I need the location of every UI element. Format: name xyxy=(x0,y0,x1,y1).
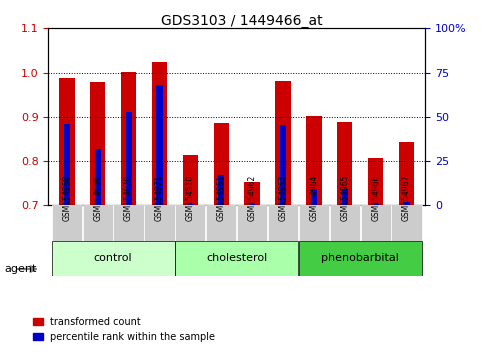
Text: GSM154961: GSM154961 xyxy=(217,175,226,221)
Text: agent: agent xyxy=(5,264,37,274)
Text: GSM154967: GSM154967 xyxy=(402,175,411,221)
FancyBboxPatch shape xyxy=(299,241,422,276)
Bar xyxy=(59,78,74,205)
FancyBboxPatch shape xyxy=(114,205,144,241)
FancyBboxPatch shape xyxy=(299,205,329,241)
Text: GSM154970: GSM154970 xyxy=(124,175,133,221)
Bar xyxy=(152,62,167,205)
Text: GSM154510: GSM154510 xyxy=(186,175,195,221)
Bar xyxy=(341,189,348,205)
Text: GDS3103 / 1449466_at: GDS3103 / 1449466_at xyxy=(161,14,322,28)
Text: GSM154971: GSM154971 xyxy=(155,175,164,221)
Text: GSM154964: GSM154964 xyxy=(310,175,318,221)
Legend: transformed count, percentile rank within the sample: transformed count, percentile rank withi… xyxy=(29,313,219,346)
Text: control: control xyxy=(94,253,132,263)
Bar xyxy=(280,125,286,205)
Text: GSM154963: GSM154963 xyxy=(279,175,287,221)
Bar xyxy=(121,72,136,205)
Bar xyxy=(399,142,414,205)
Bar xyxy=(337,122,353,205)
Bar xyxy=(403,202,410,205)
FancyBboxPatch shape xyxy=(52,205,82,241)
Bar xyxy=(218,175,224,205)
FancyBboxPatch shape xyxy=(391,205,422,241)
FancyBboxPatch shape xyxy=(52,241,174,276)
Text: GSM154968: GSM154968 xyxy=(62,175,71,221)
FancyBboxPatch shape xyxy=(144,205,174,241)
Text: GSM154969: GSM154969 xyxy=(93,175,102,221)
Bar xyxy=(156,85,163,205)
Text: GSM154966: GSM154966 xyxy=(371,175,380,221)
Bar xyxy=(368,158,384,205)
FancyBboxPatch shape xyxy=(268,205,298,241)
Bar xyxy=(64,124,70,205)
Bar xyxy=(372,204,379,205)
FancyBboxPatch shape xyxy=(175,205,205,241)
FancyBboxPatch shape xyxy=(237,205,267,241)
Bar xyxy=(90,82,105,205)
Bar xyxy=(95,149,101,205)
Bar xyxy=(183,155,198,205)
Bar xyxy=(275,81,291,205)
Bar xyxy=(249,204,255,205)
FancyBboxPatch shape xyxy=(329,205,360,241)
FancyBboxPatch shape xyxy=(83,205,113,241)
Bar xyxy=(306,116,322,205)
Bar xyxy=(311,189,317,205)
Bar xyxy=(126,112,132,205)
FancyBboxPatch shape xyxy=(175,241,298,276)
FancyBboxPatch shape xyxy=(206,205,236,241)
Bar xyxy=(213,124,229,205)
Text: phenobarbital: phenobarbital xyxy=(321,253,399,263)
Text: cholesterol: cholesterol xyxy=(206,253,267,263)
Bar xyxy=(244,182,260,205)
Bar xyxy=(187,204,193,205)
Text: GSM154962: GSM154962 xyxy=(248,175,256,221)
Text: GSM154965: GSM154965 xyxy=(340,175,349,221)
FancyBboxPatch shape xyxy=(360,205,391,241)
